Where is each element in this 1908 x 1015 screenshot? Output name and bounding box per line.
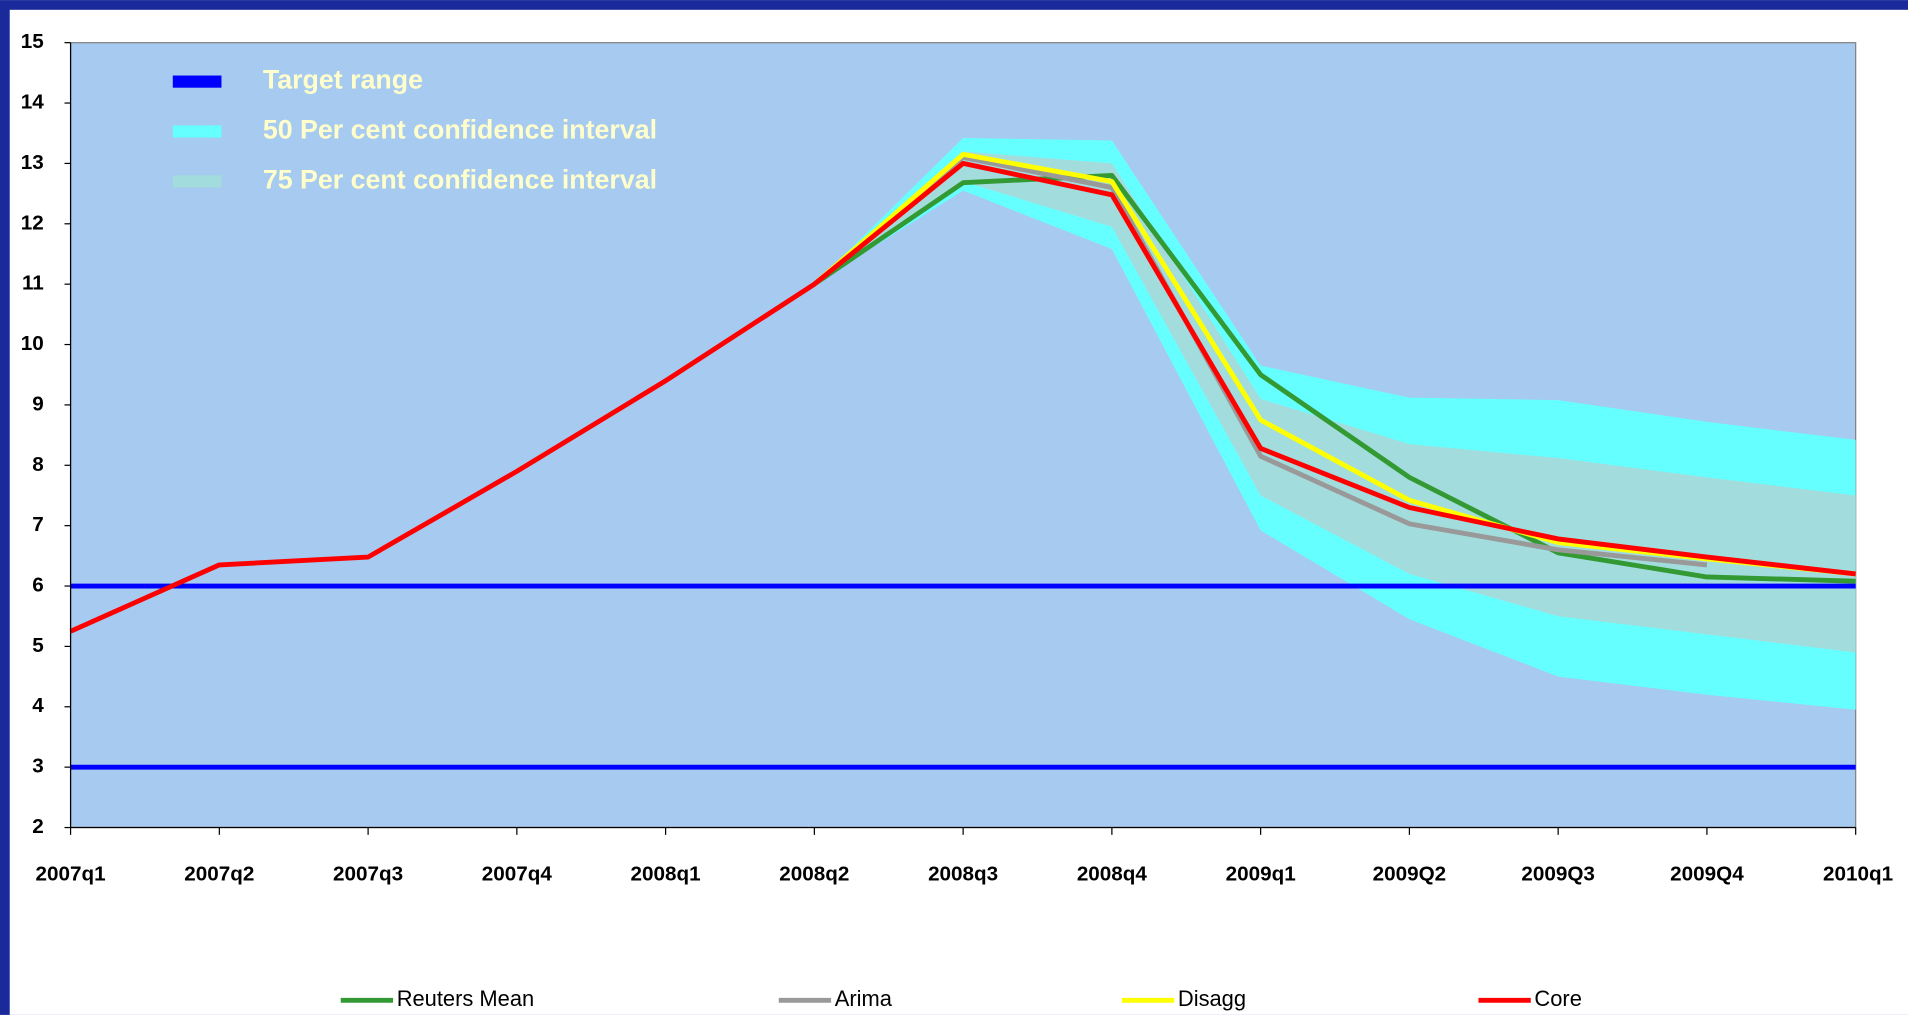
legend-label: Disagg	[1178, 986, 1246, 1011]
x-tick-label: 2009q1	[1226, 862, 1296, 885]
x-tick-label: 2008q3	[928, 862, 998, 885]
confidence-band	[814, 151, 1856, 653]
y-tick-label: 4	[32, 694, 44, 717]
legend-label: Target range	[263, 65, 423, 95]
y-tick-label: 14	[21, 91, 44, 114]
x-tick-label: 2007q4	[482, 862, 553, 885]
x-tick-label: 2007q1	[36, 862, 106, 885]
legend-label: Reuters Mean	[397, 986, 535, 1011]
legend-swatch	[172, 175, 222, 188]
x-tick-label: 2008q1	[631, 862, 701, 885]
legend: Target range 50 Per cent confidence inter…	[172, 65, 1582, 1011]
y-tick-label: 3	[32, 755, 44, 778]
y-tick-label: 11	[22, 272, 44, 295]
x-tick-label: 2010q1	[1823, 862, 1893, 885]
x-tick-label: 2008q2	[779, 862, 849, 885]
y-tick-label: 15	[21, 30, 44, 53]
legend-swatch	[172, 75, 222, 88]
x-tick-label: 2009Q2	[1373, 862, 1447, 885]
x-tick-label: 2009Q4	[1670, 862, 1744, 885]
x-tick-label: 2007q2	[184, 862, 254, 885]
axes: 2 3 4 5 6 7 8 9 10 11 12 13 14 15 2007q1 2007q2 2007q3 20…	[21, 30, 1893, 885]
lines	[69, 151, 1856, 770]
legend-label: Core	[1534, 986, 1581, 1011]
y-tick-label: 6	[32, 574, 44, 597]
series-line	[812, 173, 1856, 584]
series-line	[69, 160, 1856, 634]
y-tick-label: 8	[32, 453, 44, 476]
y-tick-label: 10	[21, 332, 44, 355]
y-tick-label: 13	[21, 151, 44, 174]
legend-label: 75 Per cent confidence interval	[263, 164, 657, 194]
x-tick-label: 2009Q3	[1521, 862, 1595, 885]
y-tick-label: 7	[32, 513, 44, 536]
x-tick-label: 2007q3	[333, 862, 403, 885]
y-tick-label: 9	[32, 392, 44, 415]
x-tick-label: 2008q4	[1077, 862, 1148, 885]
legend-label: Arima	[835, 986, 893, 1011]
legend-swatch	[172, 125, 222, 138]
y-tick-label: 5	[32, 634, 44, 657]
y-tick-label: 12	[21, 211, 44, 234]
y-tick-label: 2	[32, 815, 44, 838]
legend-label: 50 Per cent confidence interval	[263, 115, 657, 145]
